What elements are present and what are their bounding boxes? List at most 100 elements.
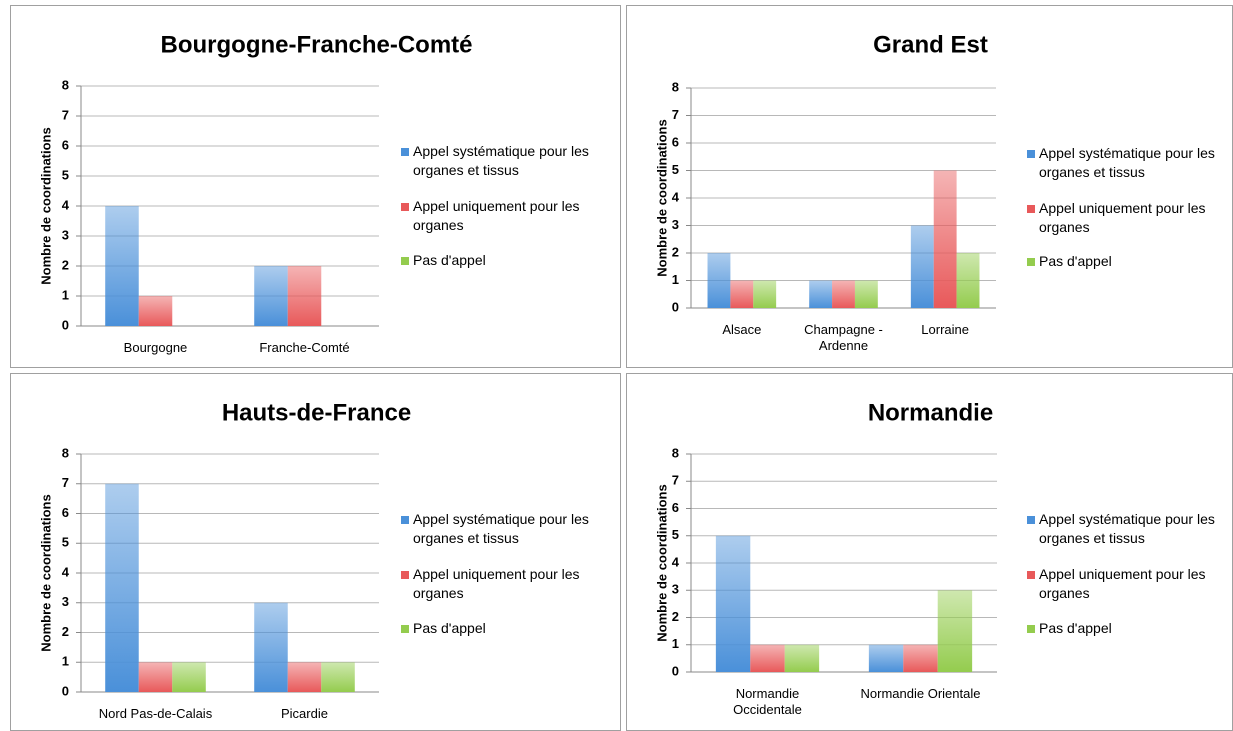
y-tick-label: 8 [672,445,679,460]
bar [910,225,934,308]
y-tick-label: 1 [672,636,679,651]
y-tick-label: 0 [672,299,679,314]
y-tick-label: 8 [672,79,679,94]
y-tick-label: 3 [62,227,69,242]
legend-item: Appel systématique pour les organes et t… [401,510,598,548]
bar [138,296,173,326]
y-tick-label: 2 [62,624,69,639]
bar [138,662,173,692]
y-tick-label: 2 [62,257,69,272]
legend-swatch [401,625,409,633]
y-tick-label: 3 [672,217,679,232]
y-tick-label: 0 [62,317,69,332]
bar [715,535,751,672]
x-tick-label: Champagne - Ardenne [804,322,883,353]
legend-swatch [1027,205,1035,213]
legend-swatch [401,571,409,579]
legend-swatch [1027,150,1035,158]
x-tick-label: Normandie Orientale [860,686,981,701]
y-tick-label: 4 [672,189,680,204]
bar [254,266,288,326]
y-tick-label: 6 [672,500,679,515]
x-tick-label: Alsace [722,322,762,337]
bar [287,266,322,326]
legend-item: Appel uniquement pour les organes [1027,199,1224,237]
chart-title: Normandie [868,399,993,426]
y-axis-label: Nombre de coordinations [654,484,669,641]
bar [321,662,355,692]
y-tick-label: 3 [672,582,679,597]
chart-panel: Normandie Nombre de coordinations 0 1 2 3 4 5 6 7… [626,373,1233,731]
legend-swatch [401,516,409,524]
legend-item: Appel systématique pour les organes et t… [401,142,598,180]
legend-swatch [401,148,409,156]
x-tick-label: Picardie [281,706,328,721]
y-tick-label: 1 [62,654,69,669]
bar [868,644,904,672]
y-tick-label: 5 [672,527,679,542]
y-tick-label: 1 [62,287,69,302]
bar [832,280,855,308]
bar [172,662,206,692]
x-tick-label: Normandie Occidentale [733,686,802,717]
bar [753,280,777,308]
y-tick-label: 2 [672,244,679,259]
y-tick-label: 7 [62,475,69,490]
bar [809,280,833,308]
y-tick-label: 6 [62,137,69,152]
chart-title: Grand Est [873,31,988,58]
y-tick-label: 5 [62,535,69,550]
bar [287,662,322,692]
bar [105,206,139,326]
chart: Hauts-de-France Nombre de coordinations 0 1… [38,399,411,698]
y-tick-label: 0 [62,683,69,698]
bar [903,644,938,672]
y-tick-label: 7 [672,473,679,488]
legend-swatch [1027,258,1035,266]
chart: Grand Est Nombre de coordinations 0 1 2 3 4 5 6 7… [654,31,996,314]
legend-swatch [1027,625,1035,633]
bar [933,170,957,308]
bar [956,253,980,308]
bar [730,280,754,308]
y-tick-label: 4 [62,197,70,212]
y-tick-label: 0 [672,663,679,678]
y-axis-label: Nombre de coordinations [654,119,669,276]
y-tick-label: 8 [62,77,69,92]
chart: Bourgogne-Franche-Comté Nombre de coordin… [38,31,472,332]
legend-item: Pas d'appel [1027,252,1224,271]
legend-item: Appel systématique pour les organes et t… [1027,144,1224,182]
y-tick-label: 5 [62,167,69,182]
chart-panel: Grand Est Nombre de coordinations 0 1 2 3 4 5 6 7… [626,5,1233,368]
chart-panel: Hauts-de-France Nombre de coordinations 0 1… [10,373,621,731]
y-tick-label: 7 [62,107,69,122]
legend-item: Appel uniquement pour les organes [401,197,598,235]
bar [784,644,820,672]
y-tick-label: 7 [672,107,679,122]
chart-panel: Bourgogne-Franche-Comté Nombre de coordin… [10,5,621,368]
legend-item: Pas d'appel [401,619,598,638]
y-tick-label: 3 [62,594,69,609]
chart: Normandie Nombre de coordinations 0 1 2 3 4 5 6 7… [654,399,997,678]
y-tick-label: 4 [672,554,680,569]
legend-swatch [401,203,409,211]
x-tick-label: Lorraine [921,322,969,337]
y-tick-label: 6 [672,134,679,149]
legend-item: Appel uniquement pour les organes [1027,565,1224,603]
y-tick-label: 2 [672,609,679,624]
legend-item: Appel systématique pour les organes et t… [1027,510,1224,548]
bar [750,644,785,672]
legend-item: Pas d'appel [1027,619,1224,638]
legend-swatch [1027,516,1035,524]
bar [707,253,731,308]
legend-item: Pas d'appel [401,251,598,270]
chart-title: Hauts-de-France [222,399,411,426]
x-tick-label: Franche-Comté [259,340,350,355]
bar [254,602,288,692]
bar [937,590,973,672]
legend-swatch [401,257,409,265]
y-tick-label: 8 [62,445,69,460]
y-axis-label: Nombre de coordinations [38,127,53,284]
y-tick-label: 4 [62,564,70,579]
